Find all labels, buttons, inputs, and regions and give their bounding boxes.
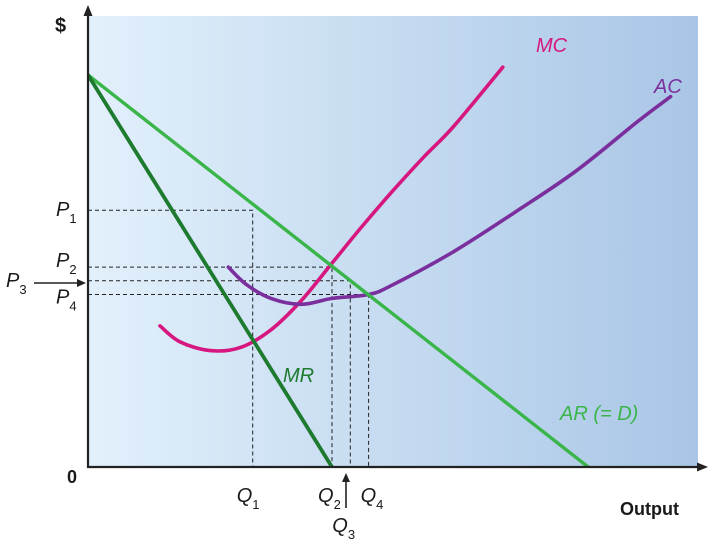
- plot-background: [88, 16, 698, 467]
- p3-arrow: [34, 279, 86, 287]
- curve-ar: [88, 73, 590, 468]
- label-ar: AR (= D): [559, 403, 638, 425]
- svg-text:Q1: Q1: [237, 485, 260, 512]
- tick-label-p3: P3: [6, 270, 27, 297]
- svg-text:P2: P2: [56, 250, 77, 277]
- curve-labels: MC AC AR (= D) MR: [283, 35, 682, 425]
- svg-text:P3: P3: [6, 270, 27, 297]
- label-mr: MR: [283, 365, 314, 387]
- y-axis-arrow: [83, 5, 93, 16]
- x-axis-label: Output: [620, 499, 679, 519]
- curves: [88, 65, 673, 468]
- label-mc: MC: [536, 35, 568, 57]
- tick-label-p1: P1: [56, 199, 77, 226]
- curve-mc: [158, 65, 505, 353]
- guide-p1-q1: [88, 209, 254, 467]
- origin-label: 0: [67, 467, 77, 487]
- svg-text:Q2: Q2: [318, 485, 341, 512]
- svg-text:Q3: Q3: [332, 515, 355, 542]
- q3-arrow: [342, 473, 350, 508]
- tick-label-q3: Q3: [332, 515, 355, 542]
- curve-ac: [226, 94, 673, 307]
- tick-label-p4: P4: [56, 287, 77, 314]
- svg-text:P1: P1: [56, 199, 77, 226]
- axes: [83, 5, 708, 472]
- x-axis-arrow: [697, 462, 708, 472]
- tick-label-q4: Q4: [361, 485, 384, 512]
- svg-text:Q4: Q4: [361, 485, 384, 512]
- tick-label-q2: Q2: [318, 485, 341, 512]
- tick-label-q1: Q1: [237, 485, 260, 512]
- curve-mr: [88, 73, 334, 468]
- tick-label-p2: P2: [56, 250, 77, 277]
- svg-text:P4: P4: [56, 287, 77, 314]
- label-ac: AC: [653, 76, 682, 98]
- y-axis-label: $: [55, 15, 66, 37]
